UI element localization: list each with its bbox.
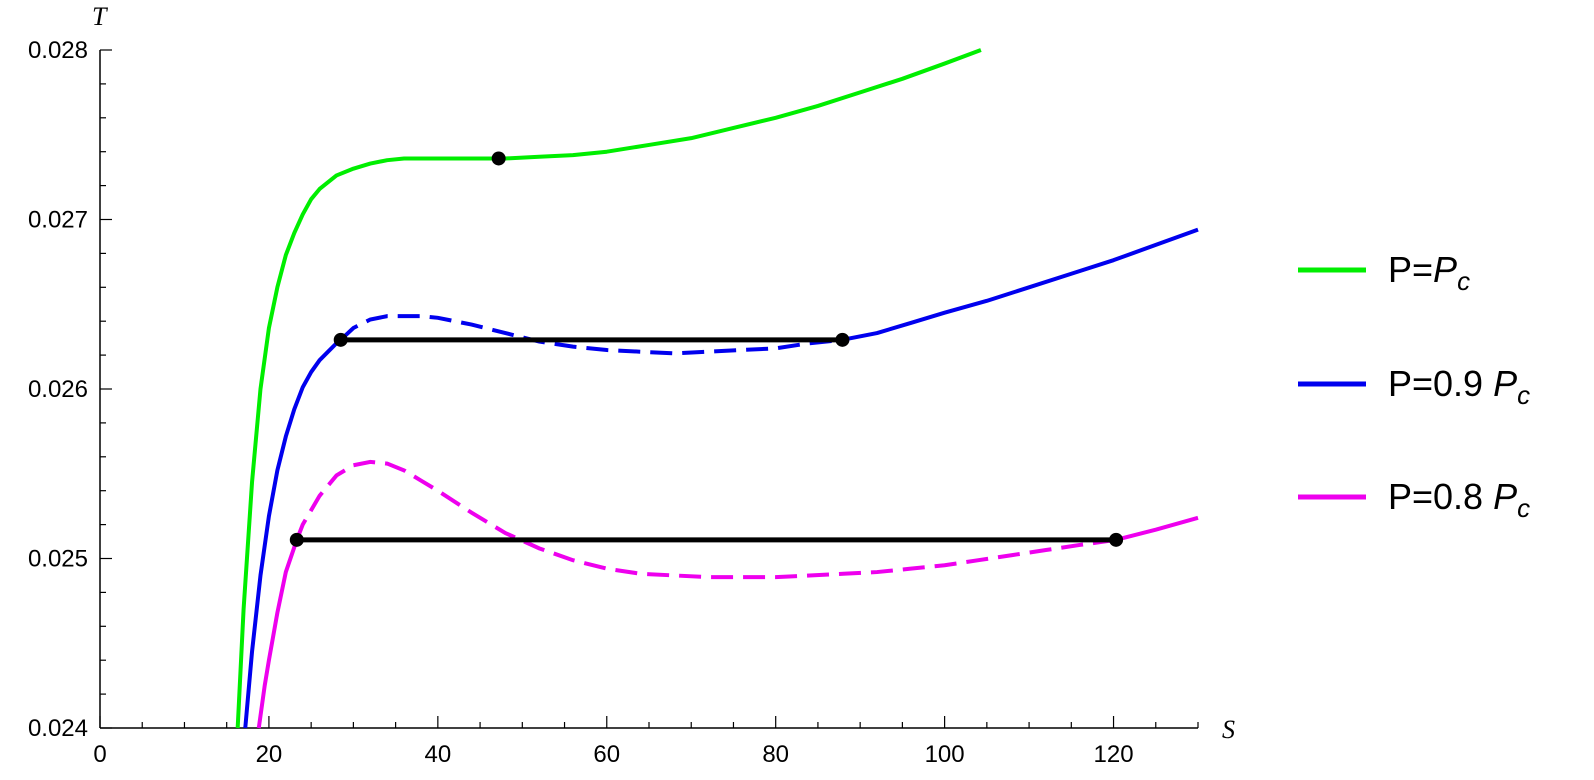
coexistence-point (289, 532, 304, 547)
legend-entry-prefix: P= (1388, 249, 1433, 290)
x-tick-label: 80 (762, 741, 789, 768)
legend-entry-label: P=0.9 Pc (1388, 363, 1530, 410)
critical-point (491, 151, 506, 166)
legend-entry-label: P=0.8 Pc (1388, 476, 1530, 523)
x-tick-label: 40 (424, 741, 451, 768)
x-axis-label: S (1222, 715, 1235, 744)
series-line-stable-small (243, 338, 342, 729)
legend-entry-label: P=Pc (1388, 249, 1470, 296)
legend-entry-subscript: c (1517, 493, 1530, 523)
series-line-unstable (294, 459, 1117, 580)
coexistence-point (1109, 532, 1124, 547)
series-line-stable-small (256, 539, 299, 729)
legend-entry-symbol: P (1433, 249, 1457, 290)
x-tick-label: 60 (593, 741, 620, 768)
x-tick-label: 100 (925, 741, 965, 768)
x-tick-label: 120 (1094, 741, 1134, 768)
legend-entry-prefix: P=0.8 (1388, 476, 1493, 517)
series-line-critical (235, 48, 982, 729)
x-tick-label: 20 (256, 741, 283, 768)
legend: P=PcP=0.9 PcP=0.8 Pc (1298, 249, 1530, 523)
markers (289, 151, 1124, 547)
plot-area (235, 48, 1199, 729)
y-tick-label: 0.028 (28, 37, 88, 64)
series-line-unstable (339, 314, 843, 356)
y-axis-label: T (92, 2, 108, 31)
y-tick-label: 0.025 (28, 546, 88, 573)
legend-entry-symbol: P (1493, 476, 1517, 517)
coexistence-point (333, 332, 348, 347)
legend-entry-symbol: P (1493, 363, 1517, 404)
x-tick-label: 0 (93, 741, 106, 768)
series-line-stable-large (842, 227, 1199, 342)
y-tick-label: 0.024 (28, 715, 88, 742)
axes: 0 20 40 60 80 100 120 0.024 0.025 0.026 0.027 0.028… (28, 2, 1235, 768)
y-tick-label: 0.027 (28, 207, 88, 234)
legend-entry-subscript: c (1517, 380, 1530, 410)
y-tick-label: 0.026 (28, 376, 88, 403)
coexistence-point (835, 332, 850, 347)
series-line-stable-large (1115, 515, 1199, 542)
legend-entry-subscript: c (1457, 266, 1470, 296)
legend-entry-prefix: P=0.9 (1388, 363, 1493, 404)
